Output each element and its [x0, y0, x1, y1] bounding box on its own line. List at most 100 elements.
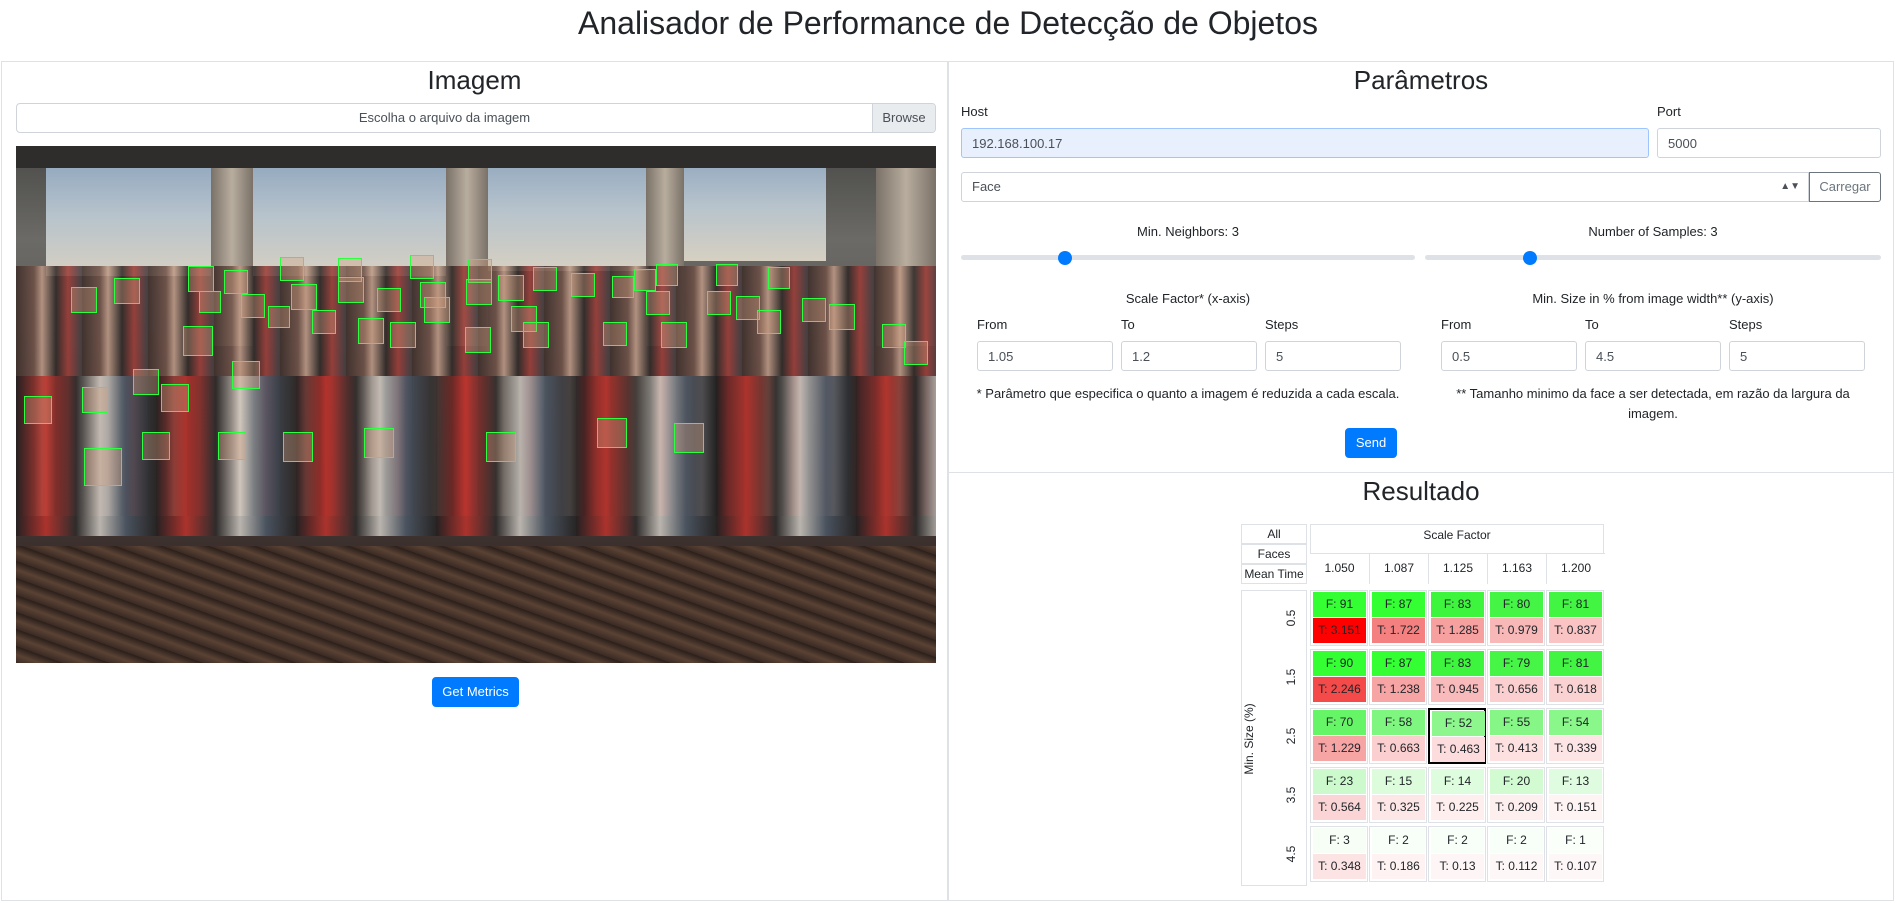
result-cell[interactable]: F: 81 T: 0.618 — [1546, 649, 1604, 705]
samples-slider-thumb[interactable] — [1522, 251, 1537, 265]
row-label: 3.5 — [1284, 786, 1298, 804]
scale-to-input[interactable] — [1121, 341, 1257, 371]
mean-time: T: 0.209 — [1490, 795, 1543, 820]
result-cell[interactable]: F: 55 T: 0.413 — [1487, 708, 1545, 764]
get-metrics-button[interactable]: Get Metrics — [432, 677, 519, 707]
result-cell[interactable]: F: 2 T: 0.13 — [1428, 826, 1486, 882]
column-header: 1.050 — [1310, 553, 1369, 584]
faces-count: F: 13 — [1549, 769, 1602, 794]
face-detection-box — [523, 322, 549, 348]
face-detection-box — [84, 448, 122, 486]
result-cell[interactable]: F: 3 T: 0.348 — [1310, 826, 1368, 882]
legend-mean-time: Mean Time — [1241, 564, 1307, 584]
face-detection-box — [882, 324, 906, 348]
mean-time: T: 0.348 — [1313, 854, 1366, 879]
page-title: Analisador de Performance de Detecção de… — [578, 5, 1318, 41]
row-label: 0.5 — [1284, 609, 1298, 627]
result-cell[interactable]: F: 87 T: 1.238 — [1369, 649, 1427, 705]
face-detection-box — [498, 275, 524, 301]
size-steps-input[interactable] — [1729, 341, 1865, 371]
face-detection-box — [802, 298, 826, 322]
result-cell[interactable]: F: 14 T: 0.225 — [1428, 767, 1486, 823]
face-detection-box — [241, 294, 265, 318]
result-cell[interactable]: F: 80 T: 0.979 — [1487, 590, 1545, 646]
face-detection-box — [716, 264, 738, 286]
result-cell[interactable]: F: 52 T: 0.463 — [1428, 708, 1486, 764]
face-detection-box — [24, 396, 52, 424]
mean-time: T: 2.246 — [1313, 677, 1366, 702]
result-cell[interactable]: F: 83 T: 0.945 — [1428, 649, 1486, 705]
face-detection-box — [424, 297, 450, 323]
face-detection-box — [736, 296, 760, 320]
send-button[interactable]: Send — [1345, 428, 1397, 458]
mean-time: T: 0.663 — [1372, 736, 1425, 761]
size-to-label: To — [1585, 317, 1599, 332]
faces-count: F: 2 — [1431, 828, 1484, 853]
min-neighbors-slider-thumb[interactable] — [1058, 251, 1073, 265]
scale-from-input[interactable] — [977, 341, 1113, 371]
column-header: 1.163 — [1487, 553, 1546, 584]
face-detection-box — [114, 278, 140, 304]
result-cell[interactable]: F: 20 T: 0.209 — [1487, 767, 1545, 823]
face-detection-box — [377, 288, 401, 312]
scale-factor-header: Scale Factor 1.050 1.087 1.125 1.163 1.200 — [1310, 524, 1605, 584]
face-detection-box — [183, 326, 213, 356]
image-panel-title: Imagem — [427, 65, 522, 95]
face-detection-box — [612, 276, 634, 298]
result-cell[interactable]: F: 1 T: 0.107 — [1546, 826, 1604, 882]
model-select[interactable]: Face ▲▼ — [961, 172, 1809, 202]
face-detection-box — [338, 277, 364, 303]
face-detection-box — [646, 291, 670, 315]
result-cell[interactable]: F: 58 T: 0.663 — [1369, 708, 1427, 764]
face-detection-box — [364, 428, 394, 458]
face-detection-box — [232, 361, 260, 389]
model-select-value: Face — [972, 179, 1001, 194]
size-to-input[interactable] — [1585, 341, 1721, 371]
faces-count: F: 58 — [1372, 710, 1425, 735]
select-arrows-icon: ▲▼ — [1780, 181, 1800, 192]
face-detection-box — [661, 322, 687, 348]
port-input[interactable] — [1657, 128, 1881, 158]
result-cell[interactable]: F: 23 T: 0.564 — [1310, 767, 1368, 823]
result-cell[interactable]: F: 13 T: 0.151 — [1546, 767, 1604, 823]
face-detection-box — [829, 304, 855, 330]
mean-time: T: 0.656 — [1490, 677, 1543, 702]
face-detection-box — [597, 418, 627, 448]
samples-slider-track[interactable] — [1425, 255, 1881, 260]
image-file-input[interactable]: Escolha o arquivo da imagem Browse — [16, 103, 936, 133]
result-cell[interactable]: F: 2 T: 0.186 — [1369, 826, 1427, 882]
column-header: 1.200 — [1546, 553, 1605, 584]
face-detection-box — [410, 255, 434, 279]
load-button[interactable]: Carregar — [1809, 172, 1881, 202]
result-cell[interactable]: F: 87 T: 1.722 — [1369, 590, 1427, 646]
size-from-input[interactable] — [1441, 341, 1577, 371]
result-cell[interactable]: F: 79 T: 0.656 — [1487, 649, 1545, 705]
min-neighbors-slider-track[interactable] — [961, 255, 1415, 260]
mean-time: T: 0.325 — [1372, 795, 1425, 820]
mean-time: T: 0.186 — [1372, 854, 1425, 879]
result-cell[interactable]: F: 90 T: 2.246 — [1310, 649, 1368, 705]
faces-count: F: 3 — [1313, 828, 1366, 853]
result-cell[interactable]: F: 81 T: 0.837 — [1546, 590, 1604, 646]
mean-time: T: 3.151 — [1313, 618, 1366, 643]
host-input[interactable] — [961, 128, 1649, 158]
mean-time: T: 0.837 — [1549, 618, 1602, 643]
face-detection-box — [603, 322, 627, 346]
faces-count: F: 81 — [1549, 651, 1602, 676]
scale-steps-input[interactable] — [1265, 341, 1401, 371]
result-cell[interactable]: F: 54 T: 0.339 — [1546, 708, 1604, 764]
result-cell[interactable]: F: 91 T: 3.151 — [1310, 590, 1368, 646]
mean-time: T: 0.463 — [1432, 737, 1485, 762]
result-cell[interactable]: F: 83 T: 1.285 — [1428, 590, 1486, 646]
faces-count: F: 79 — [1490, 651, 1543, 676]
faces-count: F: 87 — [1372, 592, 1425, 617]
face-detection-box — [82, 387, 108, 413]
parameters-panel-title: Parâmetros — [1353, 65, 1489, 95]
file-input-label[interactable]: Escolha o arquivo da imagem — [358, 110, 531, 125]
face-detection-box — [390, 322, 416, 348]
result-cell[interactable]: F: 15 T: 0.325 — [1369, 767, 1427, 823]
browse-button[interactable]: Browse — [872, 104, 935, 132]
mean-time: T: 1.229 — [1313, 736, 1366, 761]
result-cell[interactable]: F: 2 T: 0.112 — [1487, 826, 1545, 882]
result-cell[interactable]: F: 70 T: 1.229 — [1310, 708, 1368, 764]
